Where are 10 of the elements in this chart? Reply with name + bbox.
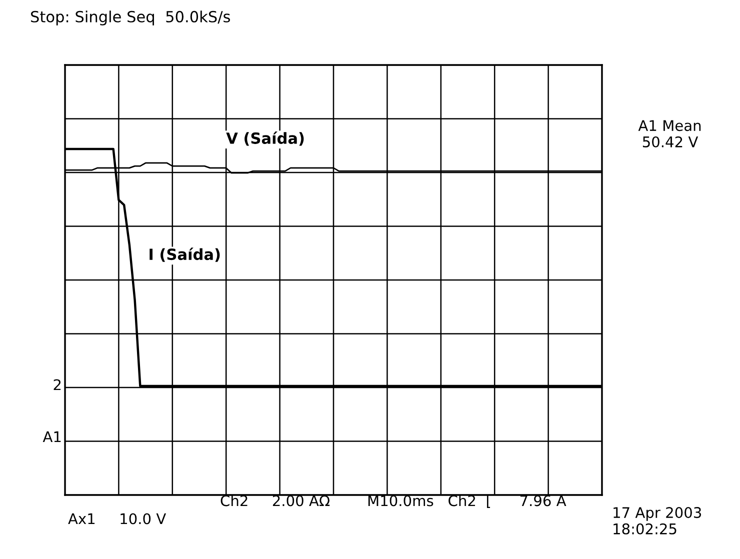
series-label: I (Saída) (150, 248, 220, 262)
text: A1 Mean 50.42 V (638, 120, 701, 148)
text: A1 (42, 431, 61, 442)
text: Ch2 2.00 AΩ (220, 494, 330, 506)
text: Ax1 10.0 V (68, 513, 166, 524)
text: 2 (54, 379, 61, 390)
chart-title: Stop: Single Seq 50.0kS/s (31, 10, 230, 26)
text: 17 Apr 2003 18:02:25 (614, 507, 701, 534)
series-label: V (Saída) (226, 132, 304, 146)
text: M10.0ms Ch2 ⌊ 7.96 A (368, 494, 566, 508)
